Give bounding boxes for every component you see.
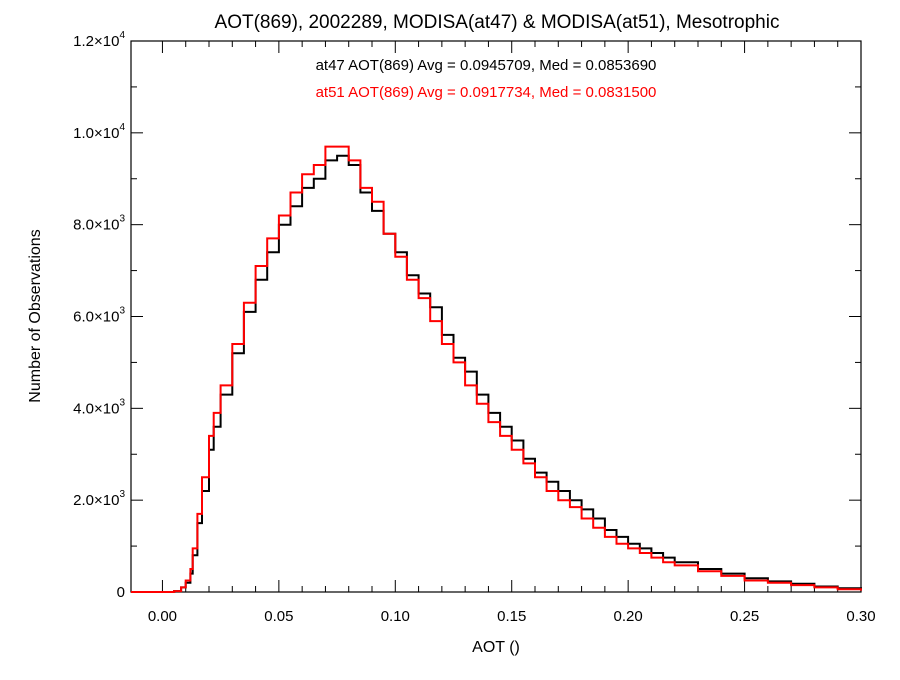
plot-border xyxy=(130,40,862,593)
x-tick-label: 0.05 xyxy=(264,608,293,625)
x-tick-label: 0.15 xyxy=(497,608,526,625)
series-at51-line xyxy=(131,145,862,593)
axis-ticks: 0.00 0.05 0.10 0.15 0.20 0.25 0.30 0 2.0×103 4.0×… xyxy=(73,30,875,625)
x-tick-label: 0.20 xyxy=(614,608,643,625)
y-tick-label: 0 xyxy=(117,584,125,601)
x-tick-label: 0.00 xyxy=(148,608,177,625)
series-layer xyxy=(131,145,862,593)
annotation-at47: at47 AOT(869) Avg = 0.0945709, Med = 0.0… xyxy=(316,57,657,74)
plot-frame xyxy=(130,40,862,593)
y-tick-label: 1.2×104 xyxy=(73,30,125,50)
x-axis-label: AOT () xyxy=(472,639,520,656)
y-tick-label: 2.0×103 xyxy=(73,489,125,509)
x-tick-label: 0.10 xyxy=(381,608,410,625)
chart-title: AOT(869), 2002289, MODISA(at47) & MODISA… xyxy=(215,12,780,33)
y-tick-label: 6.0×103 xyxy=(73,306,125,326)
y-axis-label: Number of Observations xyxy=(27,229,44,402)
y-tick-label: 8.0×103 xyxy=(73,214,125,234)
x-tick-label: 0.25 xyxy=(730,608,759,625)
annotation-at51: at51 AOT(869) Avg = 0.0917734, Med = 0.0… xyxy=(316,84,657,101)
y-tick-label: 4.0×103 xyxy=(73,397,125,417)
x-tick-label: 0.30 xyxy=(846,608,875,625)
y-tick-label: 1.0×104 xyxy=(73,122,125,142)
series-at47-line xyxy=(131,154,862,593)
